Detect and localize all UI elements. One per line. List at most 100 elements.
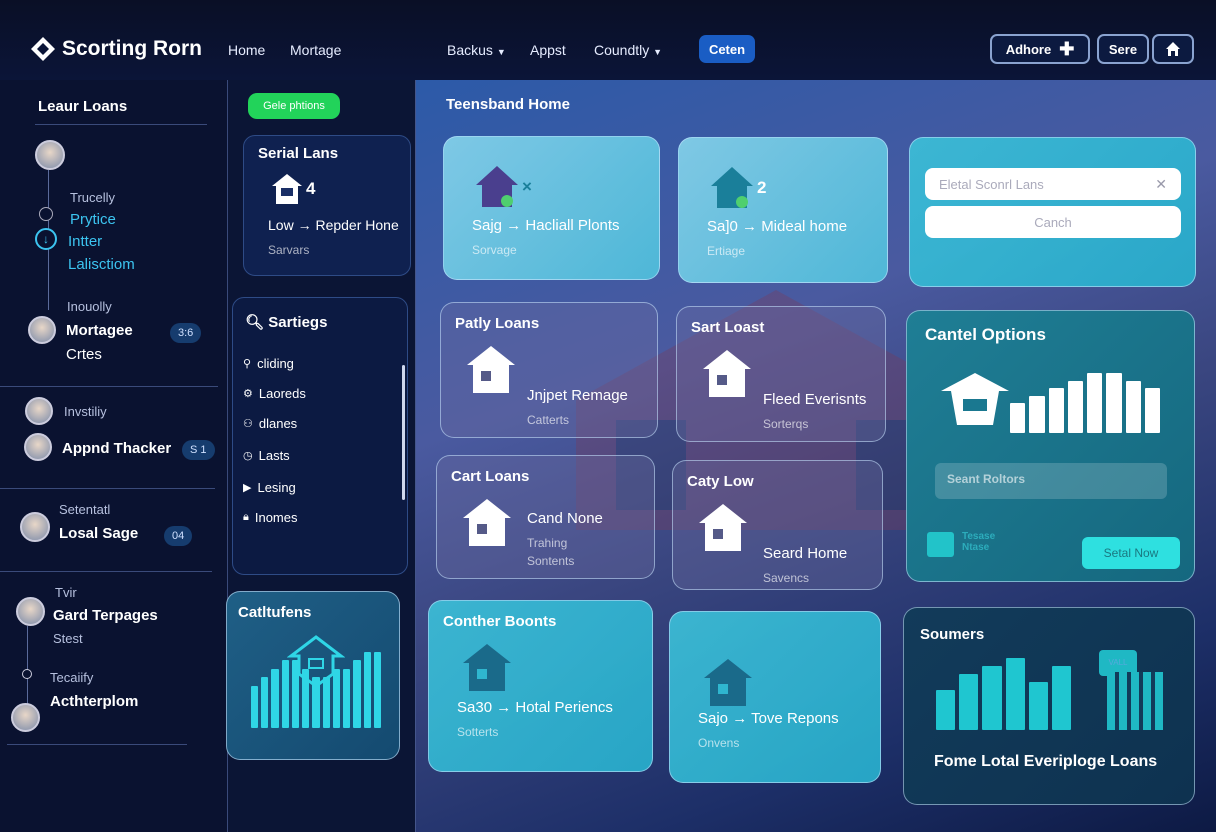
close-icon[interactable]: ✕ bbox=[1155, 175, 1167, 192]
sidebar-item-gard-terpages[interactable]: Gard Terpages bbox=[53, 607, 158, 624]
avatar[interactable] bbox=[24, 433, 52, 461]
bar bbox=[343, 668, 351, 728]
timeline-link[interactable]: Lalisctiom bbox=[68, 256, 135, 273]
bar bbox=[1067, 380, 1083, 433]
divider bbox=[7, 744, 187, 745]
group-sub: Stest bbox=[53, 631, 83, 646]
bar-chart bbox=[1010, 373, 1160, 433]
settings-item[interactable]: ⚙ Laoreds bbox=[243, 378, 306, 408]
count-badge: S 1 bbox=[182, 440, 215, 460]
settings-item-label: Inomes bbox=[254, 509, 298, 525]
nav-label: Coundtly bbox=[594, 42, 650, 58]
search-input[interactable]: Eletal Sconrl Lans ✕ bbox=[925, 168, 1181, 200]
summary-card: Soumers VALL Fome Lotal Everiploge Loans bbox=[903, 607, 1195, 805]
loan-card[interactable]: 2 Sa]0 → Mideal home Ertiage bbox=[678, 137, 888, 283]
lock-icon: 🔒︎ bbox=[243, 510, 249, 523]
timeline-node-icon bbox=[22, 669, 32, 679]
card-line: Fleed Everisnts bbox=[763, 391, 867, 408]
checkbox[interactable] bbox=[927, 532, 954, 557]
loan-card[interactable]: Cart Loans Cand None Trahing Sontents bbox=[436, 455, 655, 579]
avatar[interactable] bbox=[25, 397, 53, 425]
card-title: Patly Loans bbox=[455, 315, 540, 332]
loan-card[interactable]: Sart Loast Fleed Everisnts Sorterqs bbox=[676, 306, 886, 442]
pin-icon: ⚲ bbox=[243, 357, 252, 370]
loan-card[interactable]: × Sajg → Hacliall Plonts Sorvage bbox=[443, 136, 660, 280]
bar bbox=[1028, 682, 1048, 730]
search-card: Eletal Sconrl Lans ✕ Canch bbox=[909, 137, 1196, 287]
clock-icon: ◷ bbox=[243, 449, 253, 462]
add-button[interactable]: Adhore ✚ bbox=[990, 34, 1090, 64]
nav-home[interactable]: Home bbox=[228, 42, 266, 58]
divider bbox=[35, 124, 207, 125]
bar bbox=[312, 677, 320, 728]
settings-item[interactable]: ▶ Lesing bbox=[243, 472, 306, 502]
timeline-link[interactable]: Prytice bbox=[70, 211, 116, 228]
group-caption: Invstiliy bbox=[64, 404, 107, 419]
summary-footer: Fome Lotal Everiploge Loans bbox=[934, 753, 1158, 770]
settings-item[interactable]: ⚲ cliding bbox=[243, 348, 306, 378]
bar bbox=[322, 677, 330, 728]
catltufens-card[interactable]: Catltufens bbox=[226, 591, 400, 760]
avatar[interactable] bbox=[16, 597, 45, 626]
card-title: Sart Loast bbox=[691, 319, 765, 336]
scrollbar[interactable] bbox=[402, 365, 405, 500]
settings-item[interactable]: ◷ Lasts bbox=[243, 438, 306, 472]
ceten-button[interactable]: Ceten bbox=[699, 35, 755, 63]
bar-chart bbox=[251, 652, 382, 728]
card-line: Jnjpet Remage bbox=[527, 387, 628, 404]
bar bbox=[261, 677, 269, 728]
loan-card[interactable]: Patly Loans Jnjpet Remage Catterts bbox=[440, 302, 658, 438]
avatar[interactable] bbox=[11, 703, 40, 732]
loan-card[interactable]: Caty Low Seard Home Savencs bbox=[672, 460, 883, 590]
options-pill-button[interactable]: Gele phtions bbox=[248, 93, 340, 119]
loan-card[interactable]: Sajo → Tove Repons Onvens bbox=[669, 611, 881, 783]
bar bbox=[1010, 403, 1026, 433]
gear-icon: ⚙ bbox=[243, 387, 253, 400]
brand-name: Scorting Rorn bbox=[62, 37, 202, 60]
settings-title-text: Sartiegs bbox=[268, 314, 328, 331]
bar bbox=[936, 690, 956, 730]
options-input[interactable]: Seant Roltors bbox=[935, 463, 1167, 499]
settings-item[interactable]: 🔒︎ Inomes bbox=[243, 502, 306, 532]
nav-backus[interactable]: Backus ▼ bbox=[447, 42, 506, 58]
home-button[interactable] bbox=[1152, 34, 1194, 64]
cancel-button[interactable]: Canch bbox=[925, 206, 1181, 238]
card-sub: Sarvars bbox=[268, 243, 310, 257]
bar bbox=[291, 660, 300, 728]
serial-loans-card[interactable]: Serial Lans 4 Low → Repder Hone Sarvars bbox=[243, 135, 411, 276]
settings-item[interactable]: ⚇ dlanes bbox=[243, 408, 306, 438]
bar bbox=[251, 685, 259, 728]
main-title: Teensband Home bbox=[446, 96, 570, 113]
set-now-button[interactable]: Setal Now bbox=[1082, 537, 1180, 569]
bar bbox=[982, 666, 1002, 730]
avatar[interactable] bbox=[35, 140, 65, 170]
timeline-link[interactable]: Intter bbox=[68, 233, 103, 250]
bar bbox=[353, 660, 361, 728]
avatar[interactable] bbox=[28, 316, 56, 344]
nav-coundtly[interactable]: Coundtly ▼ bbox=[594, 42, 662, 58]
card-sub: Trahing bbox=[527, 536, 568, 550]
group-caption: Tvir bbox=[55, 585, 77, 600]
avatar[interactable] bbox=[20, 512, 50, 542]
nav-mortage[interactable]: Mortage bbox=[290, 42, 342, 58]
card-line: Sajg → Hacliall Plonts bbox=[472, 217, 620, 234]
house-icon bbox=[704, 659, 752, 706]
brand-logo[interactable]: Scorting Rorn bbox=[30, 36, 202, 62]
bar bbox=[1048, 388, 1064, 433]
bar bbox=[1125, 380, 1141, 433]
card-badge: × bbox=[522, 177, 532, 196]
sidebar-item-losal-sage[interactable]: Losal Sage bbox=[59, 525, 139, 542]
sidebar-item-appnd-thacker[interactable]: Appnd Thacker bbox=[62, 440, 172, 457]
nav-appst[interactable]: Appst bbox=[530, 42, 566, 58]
loan-card[interactable]: Conther Boonts Sa30 → Hotal Periencs Sotte… bbox=[428, 600, 653, 772]
sidebar-title: Leaur Loans bbox=[38, 98, 128, 115]
bar bbox=[302, 668, 310, 728]
settings-panel: 🔍︎ Sartiegs ⚲ cliding ⚙ Laoreds ⚇ dlanes ◷ Last… bbox=[232, 297, 408, 575]
sidebar-item-acthterplom[interactable]: Acthterplom bbox=[50, 693, 139, 710]
card-line: Seard Home bbox=[763, 545, 848, 562]
sidebar-item-mortagee[interactable]: Mortagee bbox=[66, 322, 133, 339]
save-button[interactable]: Sere bbox=[1097, 34, 1149, 64]
card-sub: Ertiage bbox=[707, 244, 746, 258]
card-title: Cantel Options bbox=[925, 325, 1046, 344]
bar bbox=[271, 668, 279, 728]
